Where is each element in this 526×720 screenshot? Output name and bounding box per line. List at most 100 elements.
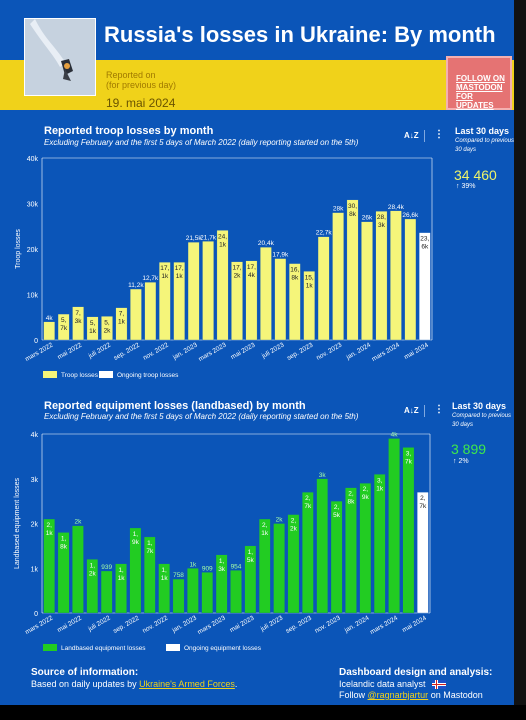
x-tick-label: juli 2022: [86, 614, 112, 633]
bar: [101, 316, 113, 341]
data-label: 1k: [189, 561, 197, 568]
mastodon-handle-link[interactable]: @ragnarbjartur: [367, 690, 429, 700]
x-tick-label: jan. 2023: [171, 341, 199, 361]
bar: [345, 487, 357, 614]
bar: [187, 242, 200, 341]
bar: [43, 518, 55, 614]
x-tick-label: juli 2023: [259, 614, 285, 633]
bar: [202, 241, 214, 341]
x-tick-label: mars 2023: [197, 341, 227, 363]
data-label: 8k: [349, 211, 357, 218]
x-tick-label: juli 2023: [260, 341, 286, 360]
data-label: 17,: [247, 264, 256, 271]
source-link[interactable]: Ukraine's Armed Forces: [139, 679, 235, 689]
data-label: 5,: [104, 319, 110, 326]
data-label: 7k: [405, 458, 413, 465]
missile-image: [25, 19, 95, 95]
data-label: 1k: [118, 319, 126, 326]
data-label: 8k: [60, 543, 68, 550]
data-label: 7,: [119, 311, 125, 318]
data-label: 5k: [333, 512, 341, 519]
data-label: 8k: [348, 499, 356, 506]
report-date: 19. mai 2024: [106, 96, 176, 110]
x-tick-label: sep. 2022: [113, 341, 142, 362]
bar: [130, 288, 142, 341]
data-label: 4k: [391, 431, 399, 438]
data-label: 1k: [376, 485, 384, 492]
more-options-icon[interactable]: ⋮: [434, 129, 444, 140]
bar: [86, 316, 99, 341]
data-label: 7k: [419, 503, 427, 510]
data-label: 9k: [362, 494, 370, 501]
bar: [303, 271, 316, 341]
y-tick-label: 40k: [27, 156, 39, 163]
bar: [388, 438, 400, 614]
x-tick-label: jan. 2024: [343, 614, 371, 634]
data-label: 1,: [248, 549, 254, 556]
bar: [274, 258, 287, 341]
design-line1: Icelandic data analyst: [339, 679, 447, 690]
data-label: 1k: [219, 241, 227, 248]
data-label: 1k: [176, 273, 184, 280]
data-label: 2k: [276, 517, 284, 524]
data-label: 7k: [304, 503, 312, 510]
x-tick-label: nov. 2023: [315, 341, 343, 361]
bar: [129, 527, 142, 614]
data-label: 758: [173, 572, 184, 579]
sort-az-icon[interactable]: A↓Z: [404, 406, 419, 415]
x-tick-label: mai 2022: [56, 341, 83, 361]
data-label: 1k: [261, 530, 269, 537]
bar: [390, 210, 402, 341]
data-label: 2,: [46, 522, 52, 529]
data-label: 2,: [262, 522, 268, 529]
scrollbar-track[interactable]: [514, 0, 526, 705]
legend-swatch: [166, 644, 180, 651]
data-label: 2,: [334, 504, 340, 511]
x-tick-label: nov. 2022: [141, 614, 169, 634]
page-title: Russia's losses in Ukraine: By month: [104, 22, 496, 47]
bar: [287, 514, 300, 614]
data-label: 4k: [248, 272, 256, 279]
data-label: 9k: [132, 539, 140, 546]
x-tick-label: sep. 2023: [286, 341, 315, 362]
x-tick-label: sep. 2022: [112, 614, 141, 635]
design-end: on Mastodon: [428, 690, 483, 700]
dashboard: Russia's losses in Ukraine: By month Rep…: [0, 0, 514, 705]
bar: [115, 307, 128, 341]
x-tick-label: jan. 2024: [344, 341, 372, 361]
data-label: 17,: [160, 265, 169, 272]
equipment-last30-change: ↑ 2%: [453, 458, 469, 465]
data-label: 17,: [232, 265, 241, 272]
data-label: 17,9k: [272, 252, 289, 259]
y-tick-label: 20k: [27, 247, 39, 254]
data-label: 2,: [363, 486, 369, 493]
data-label: 7,: [75, 310, 81, 317]
data-label: 1k: [89, 328, 97, 335]
bar: [317, 236, 330, 341]
data-label: 3k: [218, 566, 226, 573]
equipment-compared-label: Compared to previous 30 days: [452, 413, 512, 428]
follow-mastodon-button[interactable]: FOLLOW ON MASTODON FOR UPDATES: [446, 56, 512, 110]
bar: [316, 478, 328, 614]
bar: [173, 262, 186, 341]
sort-az-icon[interactable]: A↓Z: [404, 131, 419, 140]
bottom-bar: [0, 705, 526, 720]
data-label: 22,7k: [316, 230, 333, 237]
bar: [187, 568, 199, 614]
bar: [201, 572, 214, 614]
data-label: 7k: [60, 325, 68, 332]
data-label: 7k: [146, 548, 154, 555]
y-tick-label: 1k: [31, 566, 39, 573]
x-tick-label: mars 2024: [371, 341, 401, 363]
data-label: 5k: [247, 557, 255, 564]
troop-chart-subtitle: Excluding February and the first 5 days …: [44, 138, 359, 147]
equipment-chart-subtitle: Excluding February and the first 5 days …: [44, 412, 359, 421]
more-options-icon[interactable]: ⋮: [434, 404, 444, 415]
follow-mastodon-label: FOLLOW ON MASTODON FOR UPDATES: [456, 74, 505, 110]
data-label: 954: [231, 563, 242, 570]
bar: [373, 474, 386, 614]
data-label: 2k: [89, 570, 97, 577]
legend-swatch: [43, 644, 57, 651]
